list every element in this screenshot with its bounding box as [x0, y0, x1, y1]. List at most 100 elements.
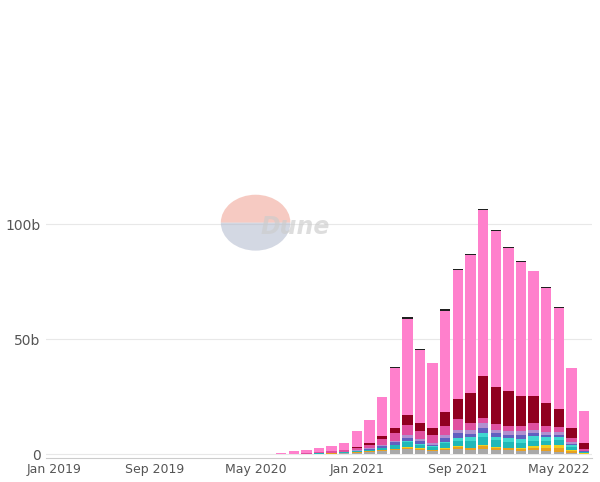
Bar — [427, 450, 438, 451]
Bar — [452, 399, 463, 419]
Bar — [402, 317, 413, 319]
Bar — [566, 445, 577, 447]
Bar — [352, 447, 362, 450]
Bar — [402, 435, 413, 438]
Bar — [529, 270, 539, 271]
Bar — [377, 450, 388, 451]
Bar — [503, 447, 514, 448]
Bar — [566, 450, 577, 451]
Bar — [529, 437, 539, 441]
Bar — [466, 393, 476, 423]
Bar — [491, 447, 501, 448]
Bar — [364, 448, 374, 449]
Bar — [491, 433, 501, 437]
Bar — [377, 451, 388, 455]
Bar — [427, 428, 438, 435]
Bar — [529, 430, 539, 433]
Bar — [566, 453, 577, 455]
Bar — [529, 433, 539, 437]
Bar — [541, 451, 551, 455]
Bar — [503, 426, 514, 431]
Bar — [427, 442, 438, 444]
Bar — [440, 448, 451, 449]
Bar — [389, 368, 400, 428]
Bar — [389, 445, 400, 449]
Bar — [541, 445, 551, 448]
Bar — [491, 448, 501, 450]
Bar — [339, 452, 349, 453]
Bar — [466, 254, 476, 255]
Bar — [389, 449, 400, 450]
Bar — [402, 447, 413, 449]
Bar — [554, 437, 564, 440]
Bar — [466, 434, 476, 437]
Bar — [466, 441, 476, 447]
Bar — [352, 453, 362, 455]
Bar — [427, 447, 438, 450]
Bar — [554, 409, 564, 427]
Bar — [389, 441, 400, 442]
Bar — [503, 391, 514, 426]
Bar — [466, 255, 476, 393]
Bar — [478, 428, 488, 432]
Bar — [427, 362, 438, 363]
Bar — [402, 442, 413, 447]
Bar — [466, 450, 476, 455]
Bar — [491, 430, 501, 433]
Bar — [377, 448, 388, 450]
Bar — [364, 452, 374, 455]
Bar — [541, 448, 551, 451]
Bar — [301, 450, 311, 453]
Bar — [566, 368, 577, 428]
Bar — [415, 350, 425, 423]
Bar — [263, 454, 274, 455]
Bar — [452, 269, 463, 270]
Bar — [339, 450, 349, 452]
Bar — [452, 270, 463, 399]
Bar — [516, 447, 526, 449]
Bar — [554, 452, 564, 455]
Bar — [452, 430, 463, 433]
Bar — [440, 449, 451, 450]
Bar — [516, 261, 526, 262]
Bar — [516, 426, 526, 431]
Bar — [579, 411, 589, 443]
Bar — [503, 248, 514, 391]
Bar — [402, 449, 413, 455]
Bar — [529, 446, 539, 447]
Bar — [389, 442, 400, 445]
Bar — [579, 454, 589, 455]
Bar — [415, 449, 425, 450]
Bar — [503, 442, 514, 447]
Bar — [491, 440, 501, 447]
Bar — [554, 432, 564, 435]
Bar — [251, 454, 261, 455]
Bar — [566, 443, 577, 445]
Bar — [503, 448, 514, 450]
Bar — [440, 412, 451, 426]
Bar — [529, 447, 539, 450]
Bar — [478, 417, 488, 423]
Bar — [364, 443, 374, 444]
Bar — [566, 451, 577, 453]
Bar — [503, 431, 514, 435]
Bar — [503, 247, 514, 248]
Bar — [289, 451, 299, 454]
Bar — [554, 448, 564, 452]
Bar — [478, 446, 488, 449]
Bar — [427, 363, 438, 428]
Bar — [466, 423, 476, 430]
Bar — [415, 349, 425, 350]
Bar — [389, 433, 400, 441]
Bar — [352, 431, 362, 447]
Bar — [478, 432, 488, 437]
Bar — [566, 442, 577, 443]
Bar — [478, 445, 488, 446]
Bar — [541, 437, 551, 441]
Bar — [541, 435, 551, 437]
Bar — [516, 396, 526, 426]
Bar — [566, 438, 577, 442]
Bar — [529, 396, 539, 423]
Bar — [554, 435, 564, 437]
Bar — [516, 435, 526, 440]
